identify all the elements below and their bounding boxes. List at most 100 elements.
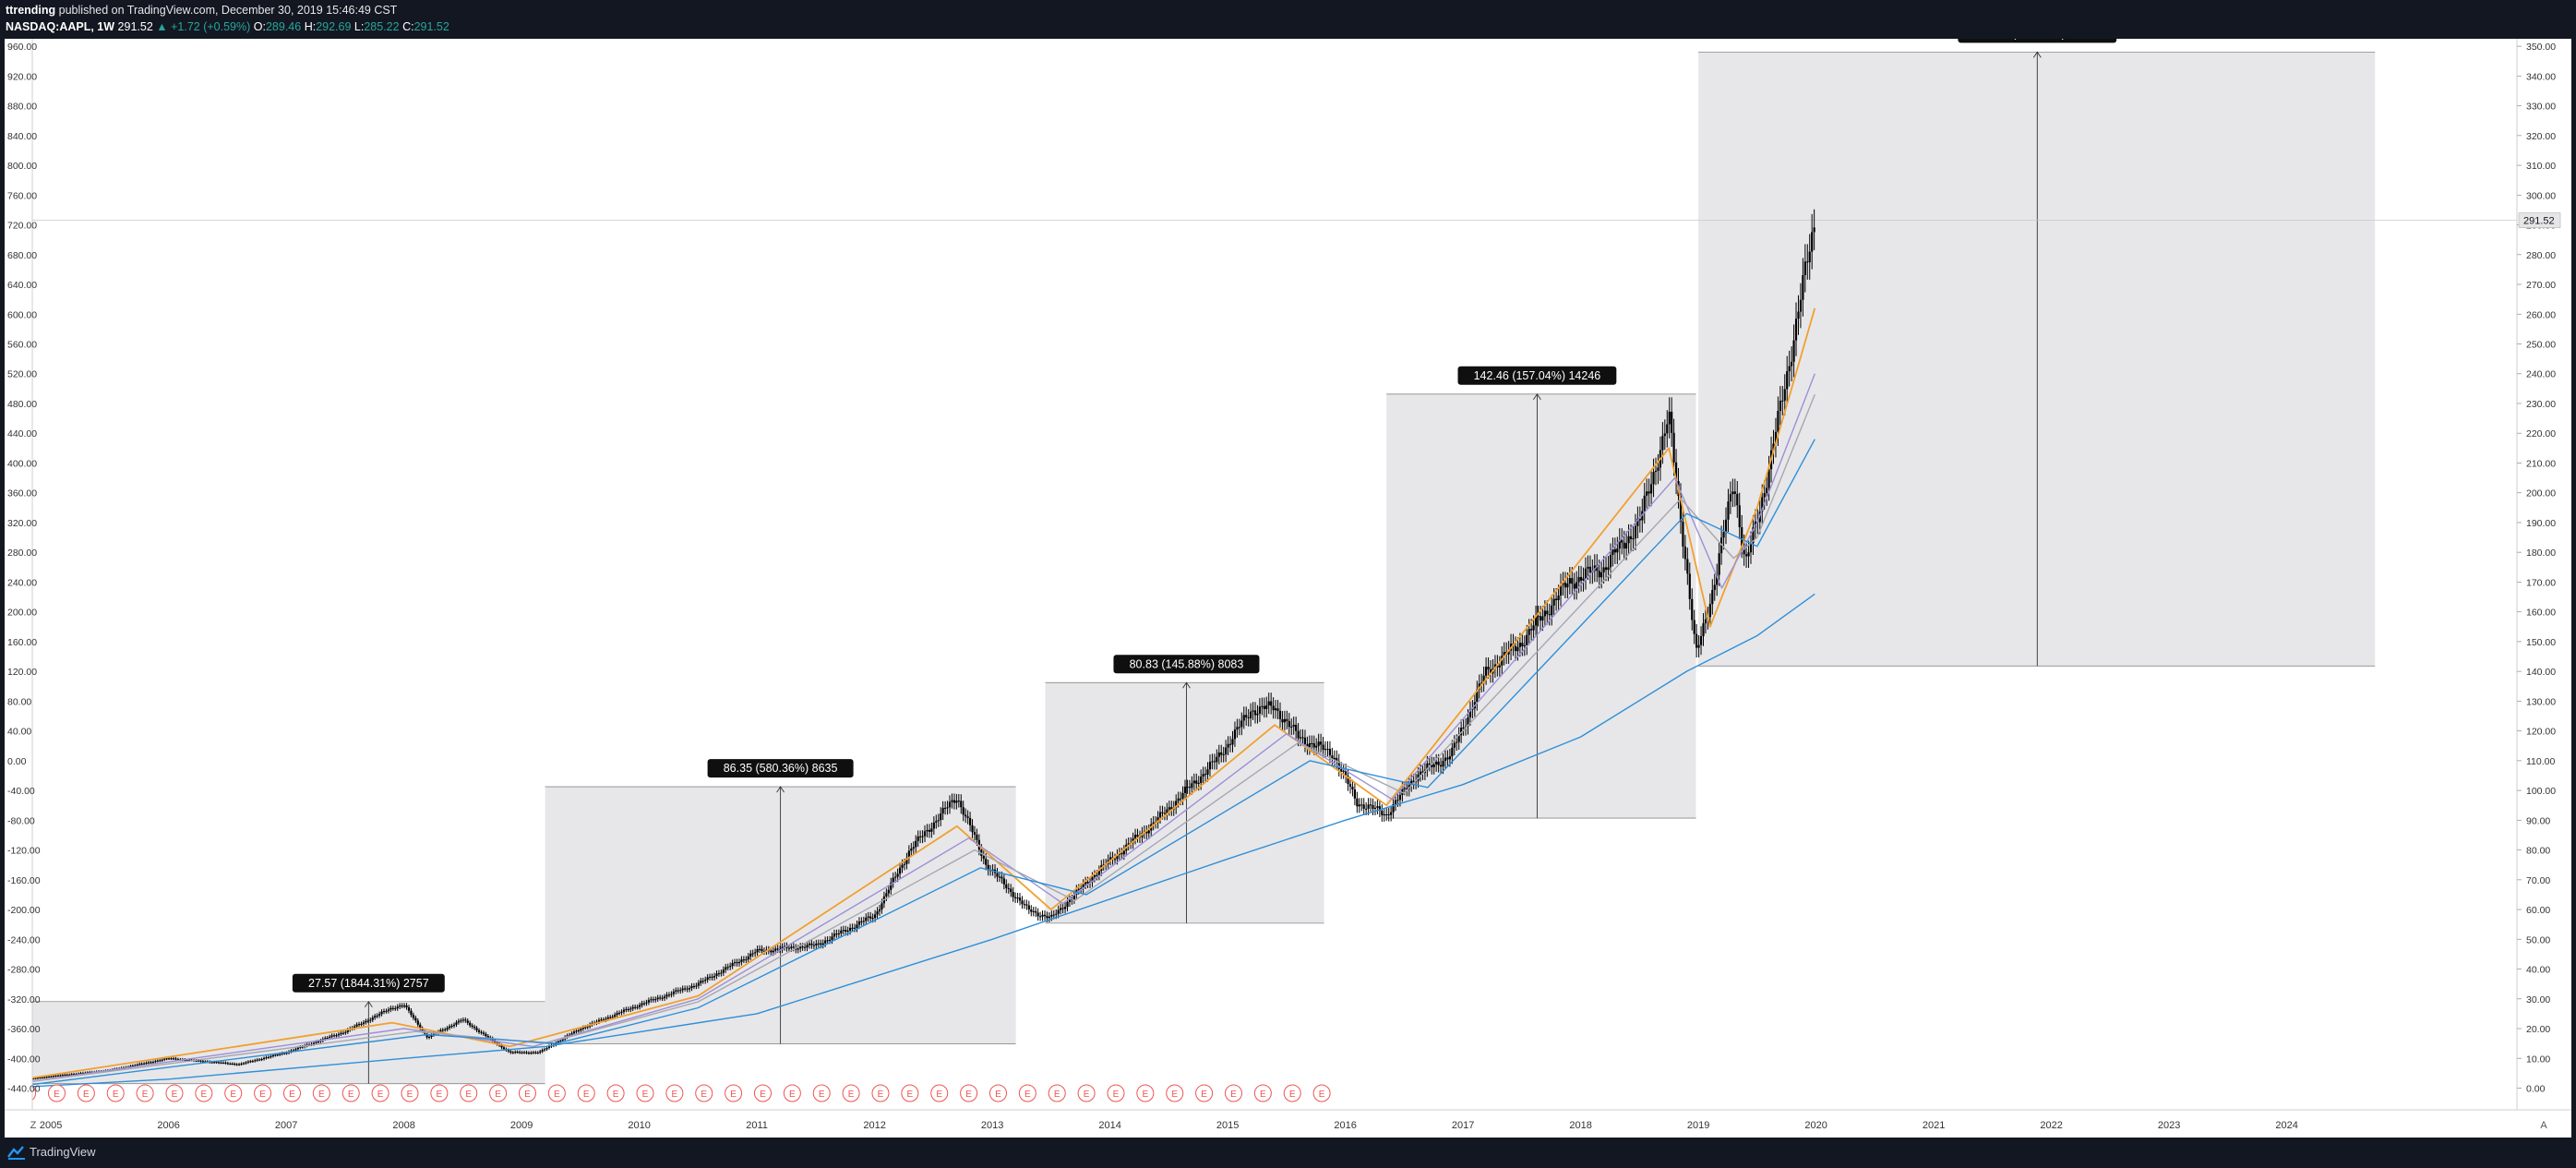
candle-body [1711, 589, 1714, 605]
candle-body [749, 953, 752, 957]
earnings-marker-circle [577, 1084, 595, 1102]
candle-body [1007, 887, 1010, 889]
timezone-z-label[interactable]: Z [30, 1120, 37, 1131]
tradingview-logo-icon[interactable] [7, 1145, 26, 1160]
last-price-value: 291.52 [117, 20, 153, 33]
measure-label-bg-2 [1113, 655, 1260, 674]
candle-body [290, 1050, 293, 1052]
right-tick-label: 210.00 [2526, 458, 2556, 469]
time-tick-label: 2014 [1098, 1120, 1120, 1131]
candle-body [659, 997, 662, 999]
candle-body [136, 1064, 138, 1066]
time-tick-label: 2007 [275, 1120, 297, 1131]
candle-body [170, 1058, 173, 1060]
scale-a-label[interactable]: A [2540, 1120, 2547, 1131]
candle-body [903, 863, 906, 865]
candle-body [140, 1063, 143, 1065]
candle-body [572, 1031, 576, 1034]
chart-canvas[interactable]: 27.57 (1844.31%) 2757 86.35 (580.36%) 863… [0, 12, 2571, 1138]
candle-body [1136, 835, 1139, 837]
last-price-tag [2518, 212, 2561, 228]
left-tick-label: 200.00 [7, 608, 37, 619]
candle-body [1245, 715, 1248, 717]
candle-body [968, 817, 972, 825]
symbol-label[interactable]: NASDAQ:AAPL, 1W [6, 20, 115, 33]
candle-body [1311, 742, 1313, 744]
chart-area[interactable]: 27.57 (1844.31%) 2757 86.35 (580.36%) 863… [0, 12, 2571, 1138]
candle-body [1521, 643, 1524, 646]
left-tick-label: 800.00 [7, 161, 37, 172]
candle-body [1518, 643, 1521, 647]
earnings-marker-circle [842, 1084, 860, 1102]
close-label: C: [402, 20, 414, 33]
candle-body [514, 1052, 517, 1054]
time-tick-label: 2016 [1334, 1120, 1356, 1131]
candle-body [762, 951, 766, 953]
candle-body [419, 1024, 422, 1029]
candle-body [1238, 727, 1240, 728]
candle-body [271, 1054, 274, 1056]
candle-body [66, 1074, 68, 1076]
earnings-marker-circle [1166, 1084, 1184, 1102]
candle-body [50, 1076, 53, 1078]
earnings-marker: E [1054, 1090, 1060, 1100]
candle-body [1623, 542, 1625, 549]
candle-body [1621, 539, 1623, 543]
candle-body [672, 991, 675, 994]
candle-body [1507, 650, 1510, 655]
candle-body [1650, 484, 1653, 494]
candle-body [1695, 633, 1698, 648]
earnings-marker-circle [665, 1084, 684, 1102]
candle-body [61, 1075, 64, 1077]
candle-body [1446, 757, 1449, 760]
candle-body [1082, 884, 1084, 889]
candle-body [622, 1009, 626, 1012]
earnings-marker: E [465, 1090, 472, 1100]
left-tick-label: 600.00 [7, 309, 37, 320]
candle-body [421, 1028, 424, 1031]
candle-body [871, 918, 874, 920]
candle-body [1672, 432, 1675, 463]
right-tick-label: 300.00 [2526, 190, 2556, 201]
candle-body [1806, 261, 1809, 263]
left-tick-label: -440.00 [7, 1084, 41, 1095]
candle-body [1163, 813, 1167, 814]
measure-arrowhead-1 [776, 786, 785, 793]
moving-average-purple-1 [4, 373, 1815, 1086]
candle-body [1360, 804, 1363, 806]
candle-body [901, 864, 904, 868]
close-value: 291.52 [413, 20, 449, 33]
left-price-axis[interactable]: 1120.001080.001040.001000.00960.00920.00… [7, 12, 42, 1095]
author-name[interactable]: ttrending [6, 4, 56, 17]
candle-body [449, 1026, 451, 1029]
candle-body [584, 1027, 587, 1029]
candle-body [1777, 411, 1779, 432]
time-tick-label: 2006 [157, 1120, 179, 1131]
candle-body [971, 825, 974, 833]
candle-body [1072, 895, 1075, 900]
candle-body [1539, 616, 1542, 621]
candle-body [34, 1078, 37, 1079]
candle-body [684, 988, 687, 990]
candle-body [167, 1058, 171, 1060]
candle-body [1394, 800, 1397, 805]
candle-body [1559, 584, 1563, 596]
candle-body [1747, 552, 1750, 557]
candle-body [254, 1060, 257, 1062]
candle-body [522, 1052, 526, 1054]
candle-body [285, 1053, 288, 1054]
candle-body [720, 972, 723, 974]
brand-name[interactable]: TradingView [30, 1145, 96, 1159]
earnings-marker-circle [1136, 1084, 1155, 1102]
earnings-marker: E [848, 1090, 855, 1100]
candle-body [1421, 771, 1424, 774]
candle-body [1799, 299, 1803, 312]
candle-body [1453, 742, 1456, 748]
candle-body [948, 801, 952, 808]
candle-body [1431, 764, 1433, 767]
candle-body [312, 1042, 316, 1044]
candle-body [1468, 709, 1472, 717]
candle-body [1320, 741, 1323, 745]
time-axis[interactable]: 2005 2006 2007 2008 2009 2010 2011 2012 2013 2014… [40, 1120, 2298, 1131]
earnings-marker-circle [312, 1084, 330, 1102]
